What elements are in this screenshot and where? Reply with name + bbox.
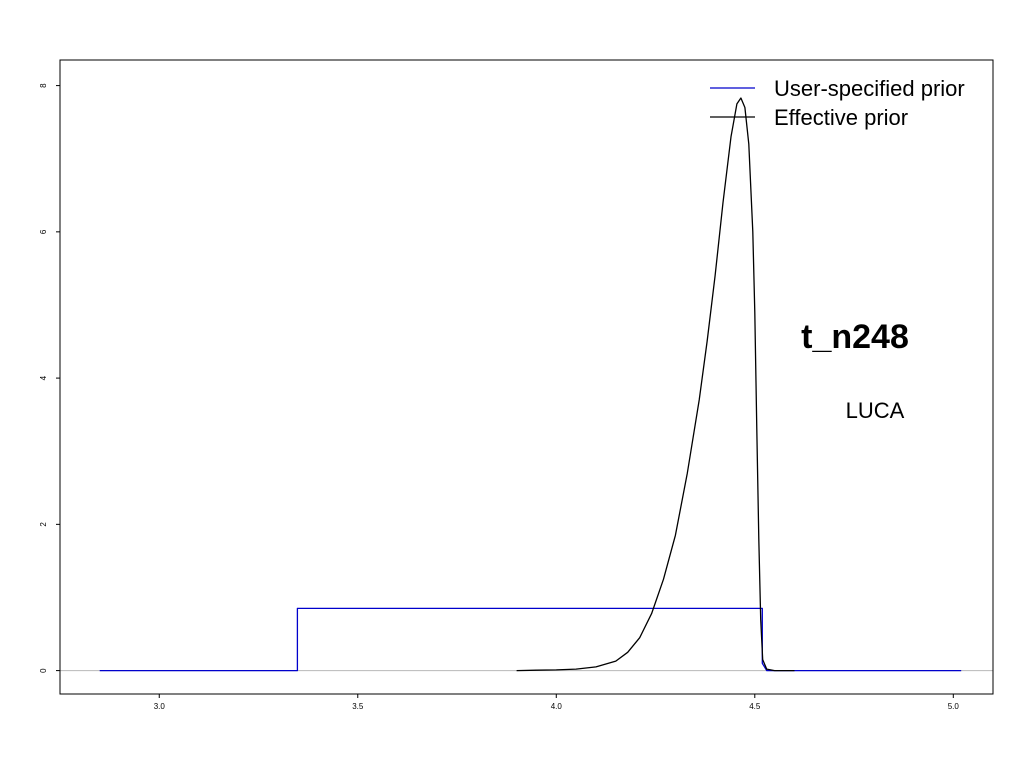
x-tick-label: 3.0 <box>154 702 166 711</box>
y-tick-label: 6 <box>39 229 48 234</box>
plot-frame <box>59 59 994 695</box>
legend: User-specified prior Effective prior <box>710 76 965 130</box>
node-title: t_n248 <box>801 318 909 356</box>
y-tick-label: 8 <box>39 83 48 88</box>
y-tick-label: 2 <box>39 522 48 527</box>
series-line-effective-prior <box>516 97 795 672</box>
y-tick-label: 4 <box>39 375 48 380</box>
legend-label-effective-prior: Effective prior <box>774 105 908 130</box>
y-tick-label: 0 <box>39 668 48 673</box>
axes-layer: 3.0 3.5 4.0 4.5 5.0 0 2 4 6 8 <box>39 83 959 711</box>
node-subtitle: LUCA <box>846 398 905 423</box>
x-tick-label: 4.0 <box>551 702 563 711</box>
x-tick-label: 5.0 <box>948 702 960 711</box>
series-layer <box>99 97 962 672</box>
x-tick-label: 3.5 <box>352 702 364 711</box>
legend-label-user-specified-prior: User-specified prior <box>774 76 965 101</box>
x-tick-label: 4.5 <box>749 702 761 711</box>
series-line-user-specified-prior <box>99 607 962 672</box>
